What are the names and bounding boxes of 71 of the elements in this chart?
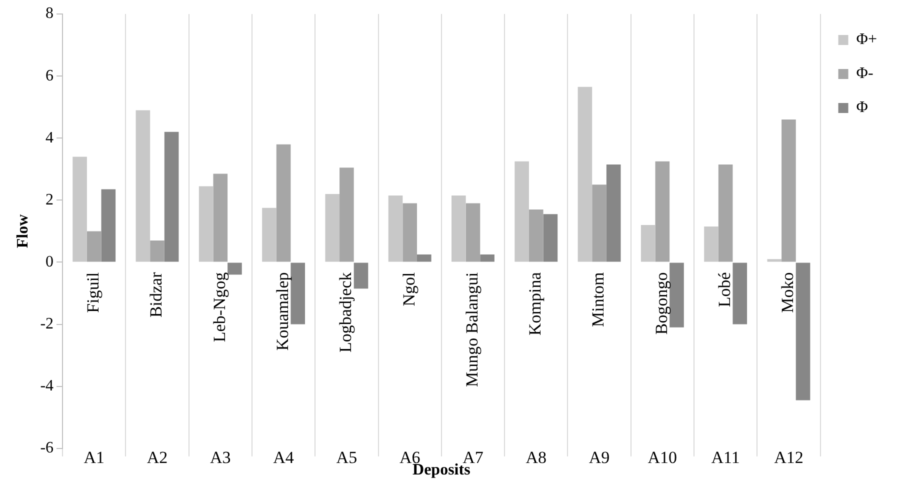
bar	[480, 254, 494, 262]
bar	[578, 86, 592, 262]
bar	[732, 262, 748, 324]
y-tick-label: -6	[40, 440, 54, 457]
bar	[606, 164, 621, 262]
bar	[228, 262, 242, 275]
bar	[402, 203, 417, 262]
annotation: Mintom	[588, 272, 608, 328]
annotation: Leb-Ngog	[210, 272, 229, 342]
bar	[466, 203, 480, 262]
bar	[767, 259, 782, 262]
x-tick-label: A11	[711, 448, 740, 468]
bar	[276, 144, 291, 262]
bar	[101, 189, 116, 262]
bar	[354, 262, 368, 289]
annotation: Moko	[778, 272, 798, 313]
bar	[592, 184, 606, 262]
annotation: Figuil	[84, 272, 103, 313]
bar	[655, 161, 670, 262]
bar	[164, 132, 179, 262]
x-tick-label: A2	[146, 448, 168, 468]
bar	[796, 262, 810, 400]
annotation: Ngol	[399, 272, 418, 306]
legend-label: Φ-	[856, 65, 874, 82]
bar	[325, 194, 340, 262]
annotation: Kouamalep	[273, 272, 292, 351]
annotation: Mungo Balangui	[462, 272, 482, 387]
bar	[543, 214, 558, 262]
bar	[640, 224, 656, 262]
x-tick-label: A3	[210, 448, 231, 468]
legend-label: Φ	[856, 99, 868, 116]
bar	[150, 240, 164, 262]
x-tick-label: A4	[273, 448, 294, 468]
bar	[290, 262, 306, 324]
x-tick-label: A7	[462, 448, 484, 468]
bar	[704, 226, 718, 262]
annotation: Bogongo	[652, 272, 671, 335]
y-axis-title: Flow	[14, 214, 32, 248]
y-tick-label: -4	[40, 378, 54, 395]
bar	[718, 164, 733, 262]
bar	[136, 110, 150, 262]
bar	[262, 208, 276, 262]
annotation: Lobé	[715, 272, 734, 308]
y-tick-label: -2	[40, 315, 54, 332]
y-tick-label: 4	[46, 129, 54, 146]
bar	[213, 174, 228, 262]
bar	[782, 119, 796, 262]
y-tick-label: 6	[46, 67, 54, 84]
x-tick-label: A12	[774, 448, 804, 468]
x-tick-label: A9	[588, 448, 610, 468]
bar	[340, 168, 354, 262]
x-tick-label: A1	[84, 448, 104, 468]
bar	[72, 156, 87, 262]
annotation: Kompina	[526, 272, 545, 336]
bar	[388, 196, 403, 262]
x-tick-label: A5	[336, 448, 358, 468]
legend-label: Φ+	[856, 31, 877, 48]
bar	[416, 254, 432, 262]
x-tick-label: A10	[648, 448, 678, 468]
annotation: Bidzar	[146, 272, 166, 318]
annotation: Logbadjeck	[336, 272, 356, 352]
bar	[86, 231, 102, 262]
bar	[670, 262, 684, 328]
bar	[452, 196, 466, 262]
x-tick-label: A8	[526, 448, 547, 468]
bar	[528, 209, 544, 262]
bar	[514, 161, 529, 262]
y-tick-label: 0	[46, 253, 54, 270]
y-tick-label: 2	[46, 191, 54, 208]
y-tick-label: 8	[46, 5, 54, 22]
bar	[198, 186, 214, 262]
